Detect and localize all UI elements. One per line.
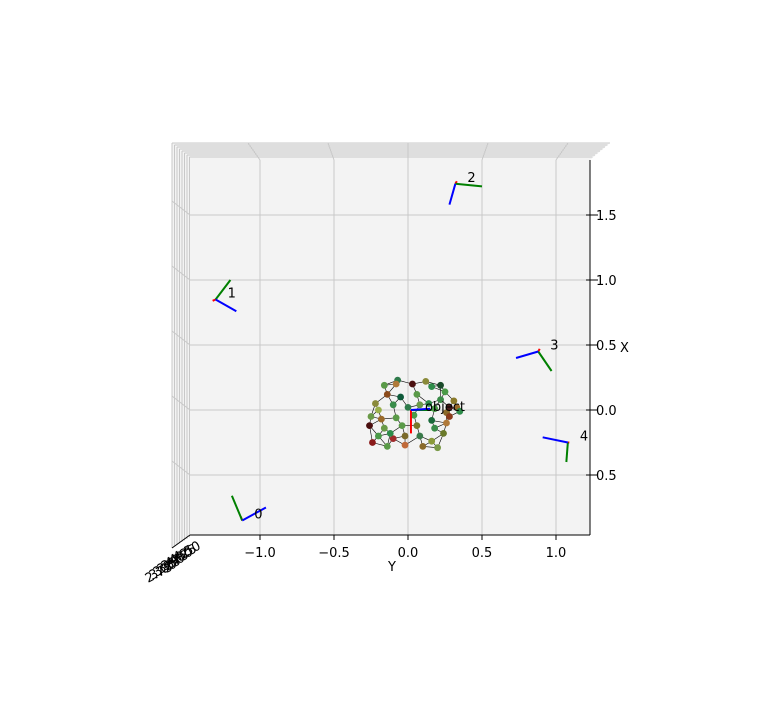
y-tick-label: 1.0 <box>596 274 617 289</box>
object-point <box>409 380 416 388</box>
object-points <box>366 376 464 452</box>
object-point <box>398 422 406 429</box>
object-point <box>375 406 382 414</box>
object-point <box>446 404 453 411</box>
y-tick-label: 0.5 <box>596 339 617 354</box>
object-point <box>366 422 373 429</box>
axis-labels: Y X <box>387 341 629 575</box>
object-point <box>375 432 382 440</box>
frame-z-axis <box>215 298 237 313</box>
object-point <box>389 435 397 442</box>
object-point <box>401 432 409 440</box>
object-point <box>416 432 424 440</box>
frame-y-axis <box>230 495 244 521</box>
object-frame-label: object <box>425 400 465 415</box>
object-point <box>392 414 400 422</box>
object-point <box>428 417 436 424</box>
frame-z-axis <box>448 183 457 205</box>
object-point <box>431 424 439 432</box>
object-point <box>419 443 427 450</box>
y-axis-label: X <box>620 341 629 356</box>
object-point <box>446 413 453 420</box>
object-point <box>428 383 436 390</box>
object-point <box>383 443 391 450</box>
object-point <box>441 388 449 396</box>
object-point <box>383 391 391 398</box>
object-point <box>431 405 439 413</box>
object-point <box>401 441 409 449</box>
object-point <box>434 444 441 452</box>
x-tick-label: −1.0 <box>244 546 276 561</box>
camera-frame-label: 0 <box>254 508 262 523</box>
object-point <box>428 437 436 445</box>
frame-z-axis <box>410 407 431 411</box>
object-point <box>392 380 400 388</box>
object-point <box>443 419 450 427</box>
object-point <box>380 424 388 432</box>
object-point <box>367 413 375 420</box>
object-point <box>410 411 418 419</box>
object-point <box>404 404 412 411</box>
frame-z-axis <box>515 350 539 359</box>
y-tick-label: 1.5 <box>596 209 617 224</box>
x-tick-label: −0.5 <box>318 546 350 561</box>
grid-lines <box>171 142 610 548</box>
object-point <box>413 391 421 398</box>
camera-frame-label: 1 <box>228 287 236 302</box>
frame-y-axis <box>565 442 569 463</box>
object-point <box>422 378 430 385</box>
x-tick-label: 0.0 <box>398 546 419 561</box>
frame-x-axis <box>537 348 541 352</box>
z-axis-line <box>171 534 191 549</box>
axis-lines <box>171 160 598 549</box>
object-point <box>386 430 394 437</box>
object-point <box>456 407 464 415</box>
frame-y-axis <box>455 182 483 188</box>
camera-frame-label: 3 <box>550 339 558 354</box>
camera-frame-label: 4 <box>580 430 588 445</box>
frame-y-axis <box>537 350 553 372</box>
object-point <box>450 397 458 405</box>
object-point <box>437 381 444 389</box>
object-point <box>416 401 424 409</box>
object-point <box>377 415 385 423</box>
y-tick-label: 0.0 <box>596 404 617 419</box>
object-point <box>389 401 397 409</box>
x-axis-label: Y <box>387 560 396 575</box>
object-point <box>440 430 447 437</box>
camera-frames: 0 1 2 3 4 object <box>212 171 588 523</box>
frame-x-axis <box>212 298 217 302</box>
object-point <box>380 381 388 389</box>
object-point <box>413 422 421 429</box>
frame-z-axis <box>542 436 569 444</box>
object-point <box>437 396 444 403</box>
x-tick-label: 1.0 <box>546 546 567 561</box>
camera-frame-label: 2 <box>467 171 475 186</box>
object-point <box>369 439 376 446</box>
object-point <box>397 393 404 401</box>
object-point <box>425 400 433 407</box>
frame-z-axis <box>241 506 267 522</box>
x-tick-label: 0.5 <box>472 546 493 561</box>
object-point <box>372 400 379 407</box>
y-tick-label: 0.5 <box>596 469 617 484</box>
frame-y-axis <box>214 279 232 301</box>
back-pane <box>190 160 590 535</box>
